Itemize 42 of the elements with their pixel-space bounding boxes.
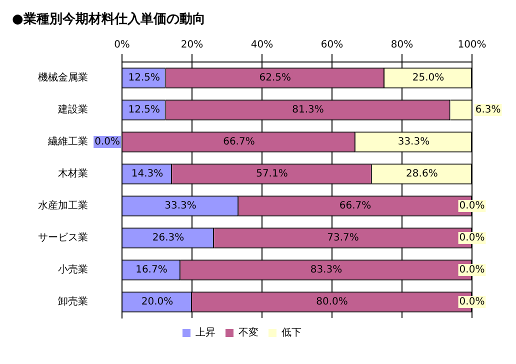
data-label: 0.0% xyxy=(94,136,120,148)
data-label: 0.0% xyxy=(459,296,485,308)
y-tick-label: 機械金属業 xyxy=(38,72,88,84)
data-label: 12.5% xyxy=(128,104,160,116)
y-tick-label: 繊維工業 xyxy=(47,136,88,148)
data-label: 0.0% xyxy=(459,264,485,276)
data-label: 83.3% xyxy=(310,264,342,276)
data-label: 57.1% xyxy=(256,168,288,180)
y-tick-label: サービス業 xyxy=(38,232,88,244)
data-label: 28.6% xyxy=(406,168,438,180)
data-label: 33.3% xyxy=(398,136,430,148)
data-label: 81.3% xyxy=(292,104,324,116)
data-label: 14.3% xyxy=(131,168,164,180)
x-tick-label: 80% xyxy=(390,40,414,51)
data-label: 66.7% xyxy=(339,200,372,212)
data-label: 16.7% xyxy=(136,264,168,276)
data-label: 0.0% xyxy=(459,232,485,244)
y-tick-label: 小売業 xyxy=(58,264,88,276)
chart-title: ●業種別今期材料仕入単価の動向 xyxy=(11,10,206,29)
data-label: 33.3% xyxy=(164,200,196,212)
y-tick-label: 卸売業 xyxy=(58,296,88,308)
data-label: 80.0% xyxy=(316,296,348,308)
data-label: 66.7% xyxy=(223,136,255,148)
legend-label: 低下 xyxy=(282,328,302,339)
data-label: 0.0% xyxy=(459,200,485,212)
x-tick-label: 0% xyxy=(114,40,130,51)
legend-label: 上昇 xyxy=(196,326,216,339)
data-label: 73.7% xyxy=(327,232,359,244)
x-tick-label: 40% xyxy=(250,40,274,51)
x-tick-label: 20% xyxy=(180,40,204,51)
data-label: 26.3% xyxy=(152,232,184,244)
legend-label: 不変 xyxy=(238,326,258,339)
data-label: 12.5% xyxy=(128,72,160,84)
x-tick-label: 100% xyxy=(458,40,486,51)
data-label: 20.0% xyxy=(141,296,174,308)
x-tick-label: 60% xyxy=(320,40,344,51)
y-tick-label: 建設業 xyxy=(57,104,88,116)
y-tick-label: 木材業 xyxy=(58,168,88,180)
data-label: 6.3% xyxy=(475,104,501,116)
y-tick-label: 水産加工業 xyxy=(38,200,88,212)
data-label: 62.5% xyxy=(259,72,292,84)
data-label: 25.0% xyxy=(412,72,444,84)
